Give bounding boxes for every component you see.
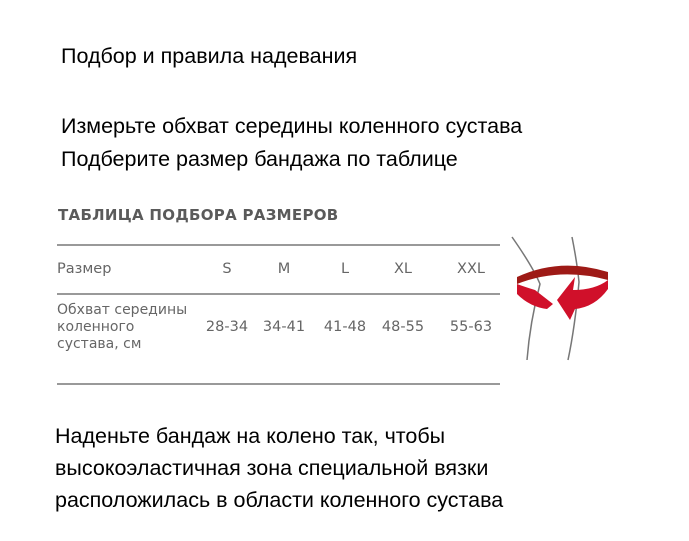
size-xxl: XXL [457, 261, 485, 277]
divider [57, 244, 500, 246]
instruction-2: Подберите размер бандажа по таблице [61, 147, 458, 171]
row-label-line: коленного [57, 319, 135, 335]
row-label: Обхват середины коленного сустава, см [57, 302, 187, 353]
size-m: M [277, 261, 291, 277]
range-m: 34-41 [262, 319, 306, 335]
footer-line-2: высокоэластичная зона специальной вязки [55, 456, 489, 480]
size-xl: XL [393, 261, 412, 277]
size-s: S [222, 261, 232, 277]
footer-line-1: Наденьте бандаж на колено так, чтобы [55, 424, 446, 448]
size-l: L [340, 261, 350, 277]
range-s: 28-34 [205, 319, 249, 335]
knee-measure-icon [511, 236, 608, 361]
heading: Подбор и правила надевания [61, 44, 358, 68]
range-xl: 48-55 [381, 319, 425, 335]
divider [57, 293, 500, 295]
row-label-line: сустава, см [57, 336, 142, 352]
row-label-line: Обхват середины [57, 302, 188, 318]
table-title: ТАБЛИЦА ПОДБОРА РАЗМЕРОВ [58, 206, 339, 224]
header-label: Размер [57, 261, 112, 277]
range-l: 41-48 [323, 319, 367, 335]
instruction-1: Измерьте обхват середины коленного суста… [61, 114, 523, 138]
footer-line-3: расположилась в области коленного сустав… [55, 488, 504, 512]
range-xxl: 55-63 [449, 319, 493, 335]
divider [57, 383, 500, 385]
